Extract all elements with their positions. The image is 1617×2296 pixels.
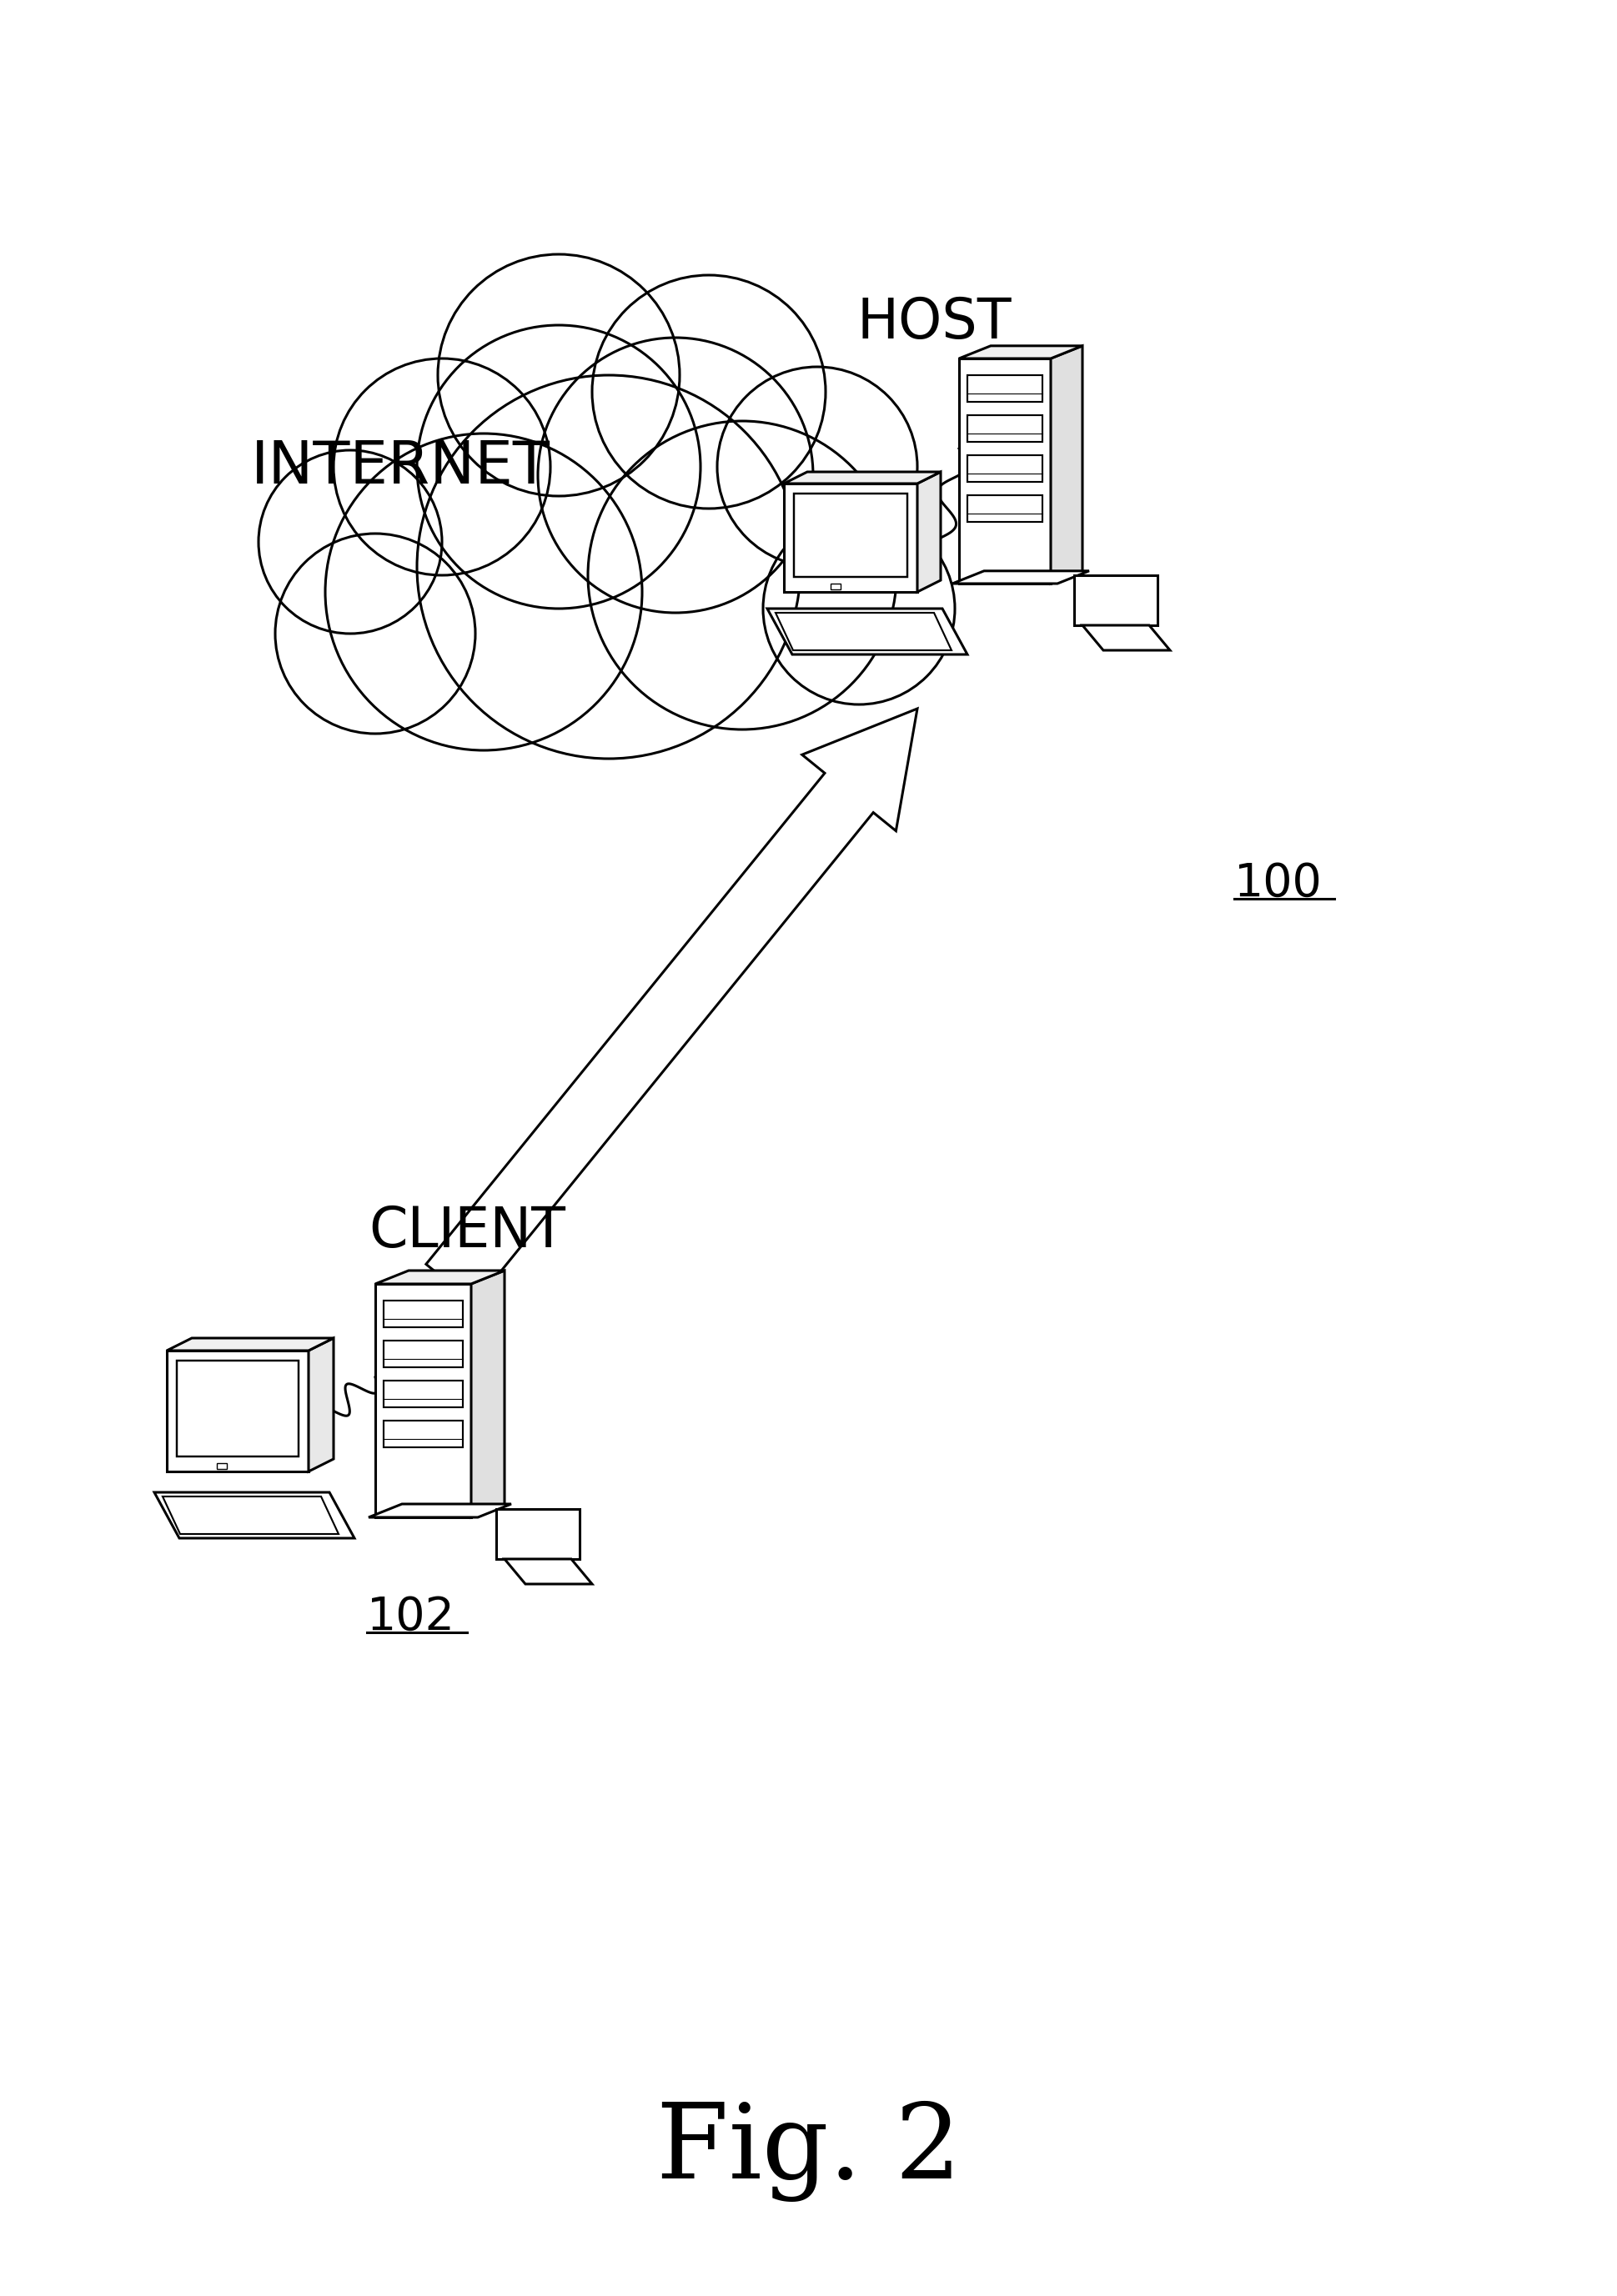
Polygon shape xyxy=(167,1339,333,1350)
Polygon shape xyxy=(154,1492,354,1538)
Polygon shape xyxy=(1082,625,1171,650)
Bar xyxy=(383,1380,462,1407)
Polygon shape xyxy=(369,1504,511,1518)
Circle shape xyxy=(763,512,956,705)
Polygon shape xyxy=(959,347,1082,358)
Bar xyxy=(217,1463,226,1469)
Circle shape xyxy=(417,374,800,758)
Circle shape xyxy=(417,326,700,608)
Text: CLIENT: CLIENT xyxy=(369,1203,566,1258)
Circle shape xyxy=(592,276,826,507)
Circle shape xyxy=(325,434,642,751)
Circle shape xyxy=(275,533,475,735)
Bar xyxy=(967,455,1043,482)
Bar xyxy=(1074,576,1158,625)
Bar xyxy=(167,1350,309,1472)
Bar xyxy=(967,416,1043,441)
Bar xyxy=(383,1421,462,1446)
Circle shape xyxy=(259,450,441,634)
Polygon shape xyxy=(425,709,917,1304)
Polygon shape xyxy=(784,473,941,484)
Bar xyxy=(959,358,1051,583)
Text: 102: 102 xyxy=(367,1596,456,1639)
Circle shape xyxy=(333,358,550,576)
Polygon shape xyxy=(952,572,1090,583)
Polygon shape xyxy=(163,1497,338,1534)
Bar xyxy=(383,1300,462,1327)
Text: 100: 100 xyxy=(1234,861,1323,907)
Polygon shape xyxy=(766,608,967,654)
Polygon shape xyxy=(776,613,951,650)
Bar xyxy=(794,494,907,576)
Text: HOST: HOST xyxy=(857,296,1011,351)
Bar xyxy=(967,496,1043,521)
Circle shape xyxy=(718,367,917,567)
Bar xyxy=(831,583,841,590)
Bar xyxy=(967,374,1043,402)
Bar xyxy=(176,1362,299,1456)
Circle shape xyxy=(538,338,813,613)
Bar xyxy=(383,1341,462,1366)
Circle shape xyxy=(438,255,679,496)
Polygon shape xyxy=(309,1339,333,1472)
Bar xyxy=(784,484,917,592)
Polygon shape xyxy=(375,1270,505,1283)
Polygon shape xyxy=(471,1270,505,1518)
Polygon shape xyxy=(917,473,941,592)
Bar xyxy=(496,1508,579,1559)
Polygon shape xyxy=(505,1559,592,1584)
Bar xyxy=(375,1283,471,1518)
Circle shape xyxy=(589,420,896,730)
Polygon shape xyxy=(1051,347,1082,583)
Text: Fig. 2: Fig. 2 xyxy=(657,2101,962,2202)
Text: INTERNET: INTERNET xyxy=(251,439,550,496)
